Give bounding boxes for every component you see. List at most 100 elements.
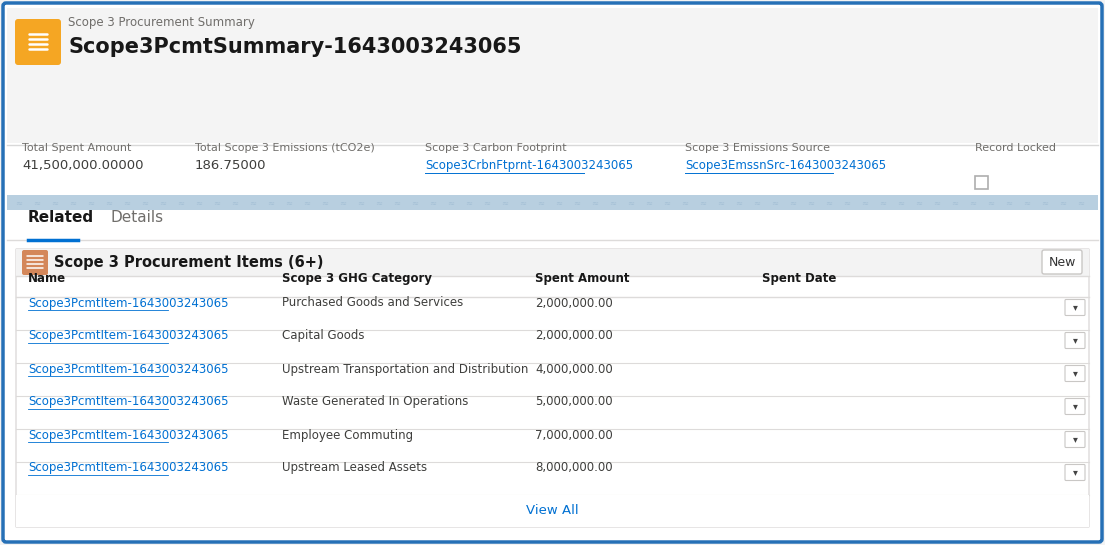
Text: Scope3PcmtItem-1643003243065: Scope3PcmtItem-1643003243065 <box>28 362 229 376</box>
Text: ≈: ≈ <box>339 198 346 208</box>
Text: Waste Generated In Operations: Waste Generated In Operations <box>282 396 469 409</box>
Text: ≈: ≈ <box>393 198 400 208</box>
Text: 2,000,000.00: 2,000,000.00 <box>535 330 613 342</box>
Text: Details: Details <box>110 210 164 225</box>
Text: ≈: ≈ <box>249 198 256 208</box>
Text: ≈: ≈ <box>573 198 580 208</box>
Text: ≈: ≈ <box>771 198 778 208</box>
Text: Scope 3 Procurement Summary: Scope 3 Procurement Summary <box>69 16 255 29</box>
Text: ≈: ≈ <box>825 198 832 208</box>
Text: ≈: ≈ <box>33 198 40 208</box>
Text: Scope3CrbnFtprnt-1643003243065: Scope3CrbnFtprnt-1643003243065 <box>425 159 633 172</box>
Bar <box>15 495 1090 527</box>
Text: ≈: ≈ <box>1059 198 1066 208</box>
Text: ≈: ≈ <box>681 198 688 208</box>
Text: 7,000,000.00: 7,000,000.00 <box>535 428 613 441</box>
Text: Related: Related <box>28 210 94 225</box>
Text: ≈: ≈ <box>878 198 886 208</box>
FancyBboxPatch shape <box>1065 366 1085 382</box>
Text: ≈: ≈ <box>897 198 904 208</box>
Text: ≈: ≈ <box>501 198 508 208</box>
Text: Record Locked: Record Locked <box>975 143 1056 153</box>
Text: Scope 3 Emissions Source: Scope 3 Emissions Source <box>685 143 830 153</box>
FancyBboxPatch shape <box>1065 432 1085 447</box>
Text: Scope3PcmtSummary-1643003243065: Scope3PcmtSummary-1643003243065 <box>69 37 522 57</box>
FancyBboxPatch shape <box>3 3 1102 542</box>
Text: ≈: ≈ <box>807 198 814 208</box>
Text: ≈: ≈ <box>591 198 598 208</box>
Bar <box>7 195 1098 210</box>
Text: ≈: ≈ <box>375 198 382 208</box>
Text: Scope3EmssnSrc-1643003243065: Scope3EmssnSrc-1643003243065 <box>685 159 886 172</box>
Text: ≈: ≈ <box>735 198 741 208</box>
Text: Upstream Transportation and Distribution: Upstream Transportation and Distribution <box>282 362 528 376</box>
FancyBboxPatch shape <box>15 249 1090 527</box>
Text: ≈: ≈ <box>177 198 185 208</box>
Text: ≈: ≈ <box>789 198 796 208</box>
FancyBboxPatch shape <box>1065 464 1085 481</box>
Text: 8,000,000.00: 8,000,000.00 <box>535 462 612 475</box>
Text: ≈: ≈ <box>15 198 22 208</box>
Text: Capital Goods: Capital Goods <box>282 330 365 342</box>
Text: ≈: ≈ <box>303 198 311 208</box>
Text: ≈: ≈ <box>663 198 670 208</box>
Text: Scope3PcmtItem-1643003243065: Scope3PcmtItem-1643003243065 <box>28 396 229 409</box>
Text: ≈: ≈ <box>717 198 724 208</box>
Text: Employee Commuting: Employee Commuting <box>282 428 413 441</box>
Text: ▾: ▾ <box>1073 402 1077 411</box>
Text: Purchased Goods and Services: Purchased Goods and Services <box>282 296 463 310</box>
Text: ≈: ≈ <box>843 198 850 208</box>
Bar <box>7 143 1098 197</box>
FancyBboxPatch shape <box>1065 300 1085 316</box>
Text: Scope3PcmtItem-1643003243065: Scope3PcmtItem-1643003243065 <box>28 428 229 441</box>
Text: ≈: ≈ <box>141 198 148 208</box>
Text: ≈: ≈ <box>213 198 220 208</box>
Text: ≈: ≈ <box>159 198 166 208</box>
Text: ≈: ≈ <box>320 198 328 208</box>
Text: ≈: ≈ <box>483 198 490 208</box>
Text: ≈: ≈ <box>194 198 202 208</box>
Text: View All: View All <box>526 505 578 518</box>
Text: Scope3PcmtItem-1643003243065: Scope3PcmtItem-1643003243065 <box>28 296 229 310</box>
FancyBboxPatch shape <box>15 19 61 65</box>
Text: ≈: ≈ <box>69 198 76 208</box>
Text: ≈: ≈ <box>519 198 526 208</box>
FancyBboxPatch shape <box>22 250 48 275</box>
Text: ≈: ≈ <box>448 198 454 208</box>
Text: Upstream Leased Assets: Upstream Leased Assets <box>282 462 428 475</box>
Text: 4,000,000.00: 4,000,000.00 <box>535 362 613 376</box>
Text: ≈: ≈ <box>861 198 869 208</box>
Text: ≈: ≈ <box>87 198 94 208</box>
Text: ≈: ≈ <box>429 198 436 208</box>
Text: Scope3PcmtItem-1643003243065: Scope3PcmtItem-1643003243065 <box>28 462 229 475</box>
Text: Scope 3 Carbon Footprint: Scope 3 Carbon Footprint <box>425 143 567 153</box>
Text: ≈: ≈ <box>699 198 706 208</box>
Text: ▾: ▾ <box>1073 368 1077 378</box>
Text: ≈: ≈ <box>537 198 544 208</box>
Text: ▾: ▾ <box>1073 434 1077 445</box>
Text: ▾: ▾ <box>1073 336 1077 346</box>
Text: 41,500,000.00000: 41,500,000.00000 <box>22 159 144 172</box>
FancyBboxPatch shape <box>1042 250 1082 274</box>
Text: Scope3PcmtItem-1643003243065: Scope3PcmtItem-1643003243065 <box>28 330 229 342</box>
Text: ≈: ≈ <box>753 198 760 208</box>
Text: ≈: ≈ <box>951 198 958 208</box>
Text: 5,000,000.00: 5,000,000.00 <box>535 396 612 409</box>
Text: ≈: ≈ <box>285 198 292 208</box>
Text: ≈: ≈ <box>1041 198 1048 208</box>
Text: Scope 3 Procurement Items (6+): Scope 3 Procurement Items (6+) <box>54 256 324 270</box>
Text: Scope 3 GHG Category: Scope 3 GHG Category <box>282 272 432 285</box>
Text: ≈: ≈ <box>645 198 652 208</box>
Bar <box>15 249 1090 276</box>
Text: ≈: ≈ <box>555 198 562 208</box>
Text: ≈: ≈ <box>411 198 418 208</box>
Text: 2,000,000.00: 2,000,000.00 <box>535 296 613 310</box>
Text: ≈: ≈ <box>357 198 364 208</box>
Bar <box>7 210 1098 538</box>
Text: ≈: ≈ <box>987 198 994 208</box>
Text: ≈: ≈ <box>465 198 472 208</box>
Text: ≈: ≈ <box>627 198 634 208</box>
Text: ▾: ▾ <box>1073 302 1077 312</box>
Text: 186.75000: 186.75000 <box>194 159 266 172</box>
Text: ≈: ≈ <box>933 198 940 208</box>
